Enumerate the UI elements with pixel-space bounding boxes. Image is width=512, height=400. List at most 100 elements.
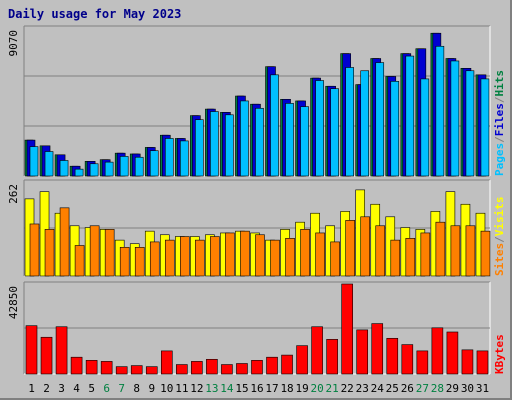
bar-pages-2 — [44, 151, 54, 177]
bar-sites-24 — [375, 225, 386, 277]
bar-kbytes-31 — [476, 350, 489, 375]
bar-pages-30 — [465, 70, 475, 177]
bar-sites-31 — [480, 230, 491, 277]
bar-pages-3 — [59, 160, 69, 177]
x-axis-ticks: 1 2 3 4 5 6 7 8 9 10 11 12 13 14 15 16 17 18 19 20 21 22 23 24 2… — [28, 382, 489, 395]
bar-sites-18 — [285, 238, 295, 277]
x-tick-7: 7 — [118, 382, 125, 395]
bar-sites-2 — [44, 229, 55, 277]
x-tick-5: 5 — [88, 382, 95, 395]
y-max-label: 42850 — [7, 286, 20, 319]
bar-sites-7 — [119, 246, 130, 277]
bar-kbytes-16 — [251, 360, 263, 375]
bar-kbytes-15 — [236, 363, 248, 375]
bar-pages-20 — [315, 80, 324, 177]
x-tick-11: 11 — [175, 382, 188, 395]
bar-pages-1 — [29, 146, 39, 177]
bar-sites-19 — [300, 229, 310, 277]
bar-kbytes-22 — [341, 283, 353, 375]
panel-kbytes: 42850 KBytes — [7, 281, 506, 375]
bar-kbytes-12 — [191, 361, 203, 375]
bar-pages-17 — [270, 74, 279, 177]
x-tick-18: 18 — [280, 382, 293, 395]
legend-hits-files-pages: Pages/Files/Hits — [493, 70, 506, 176]
x-tick-8: 8 — [133, 382, 140, 395]
bar-sites-4 — [74, 245, 85, 277]
bar-kbytes-11 — [176, 364, 188, 375]
x-tick-6: 6 — [103, 382, 110, 395]
bar-kbytes-8 — [130, 365, 143, 375]
bar-kbytes-20 — [311, 326, 323, 375]
bar-kbytes-9 — [145, 366, 158, 375]
legend-entry: Hits — [493, 70, 506, 97]
legend-entry: / — [493, 136, 506, 143]
x-tick-30: 30 — [461, 382, 474, 395]
bar-pages-24 — [375, 62, 385, 177]
bar-pages-16 — [255, 107, 264, 177]
bar-kbytes-5 — [85, 360, 98, 375]
bar-pages-12 — [195, 119, 204, 177]
chart-title: Daily usage for May 2023 — [8, 7, 181, 21]
bar-sites-5 — [89, 225, 100, 277]
bar-sites-20 — [315, 232, 325, 277]
legend-kbytes: KBytes — [493, 334, 506, 374]
bar-kbytes-23 — [356, 329, 369, 375]
bar-sites-25 — [390, 239, 401, 277]
bar-pages-21 — [330, 88, 339, 177]
bar-pages-11 — [180, 140, 189, 177]
bar-sites-3 — [59, 207, 70, 277]
bar-pages-31 — [480, 78, 490, 177]
bar-kbytes-10 — [160, 350, 173, 375]
bar-kbytes-28 — [431, 327, 444, 375]
bar-pages-13 — [210, 111, 219, 177]
x-tick-26: 26 — [401, 382, 414, 395]
x-tick-22: 22 — [341, 382, 354, 395]
bar-sites-6 — [104, 229, 115, 277]
bar-pages-10 — [164, 138, 174, 177]
bar-sites-10 — [164, 239, 175, 277]
bar-pages-4 — [74, 168, 84, 177]
legend-entry: Files — [493, 103, 506, 136]
bar-kbytes-29 — [446, 331, 459, 375]
bar-sites-21 — [330, 241, 340, 277]
bar-pages-26 — [405, 55, 415, 177]
x-tick-27: 27 — [416, 382, 429, 395]
bar-pages-9 — [149, 150, 159, 177]
bar-sites-8 — [134, 246, 145, 277]
bar-kbytes-27 — [416, 350, 429, 375]
bar-sites-30 — [465, 225, 476, 277]
bar-sites-22 — [345, 220, 355, 277]
bar-kbytes-19 — [296, 345, 308, 375]
x-tick-16: 16 — [250, 382, 263, 395]
bar-sites-12 — [195, 239, 205, 277]
x-tick-13: 13 — [205, 382, 218, 395]
legend-entry: / — [493, 236, 506, 243]
bar-pages-5 — [89, 163, 99, 177]
bar-kbytes-3 — [55, 326, 68, 375]
bar-sites-1 — [29, 223, 40, 277]
bar-pages-6 — [104, 161, 114, 177]
legend-entry: Sites — [493, 243, 506, 276]
bar-kbytes-21 — [326, 339, 338, 375]
bar-kbytes-2 — [40, 336, 53, 375]
bar-pages-29 — [450, 60, 460, 177]
bar-kbytes-18 — [281, 354, 293, 375]
bar-kbytes-6 — [100, 361, 113, 375]
panel-visits-sites: 262 Sites/Visits — [7, 179, 506, 277]
bar-kbytes-4 — [70, 356, 83, 375]
bar-kbytes-14 — [221, 364, 233, 375]
bar-sites-26 — [405, 238, 416, 277]
x-tick-3: 3 — [58, 382, 65, 395]
bar-sites-11 — [180, 236, 190, 277]
bar-sites-15 — [240, 230, 250, 277]
x-tick-28: 28 — [431, 382, 444, 395]
y-max-label: 9070 — [7, 30, 20, 57]
legend-entry: KBytes — [493, 334, 506, 374]
bar-kbytes-17 — [266, 356, 278, 375]
x-tick-21: 21 — [326, 382, 339, 395]
bar-kbytes-30 — [461, 349, 474, 375]
bar-kbytes-13 — [206, 358, 218, 375]
